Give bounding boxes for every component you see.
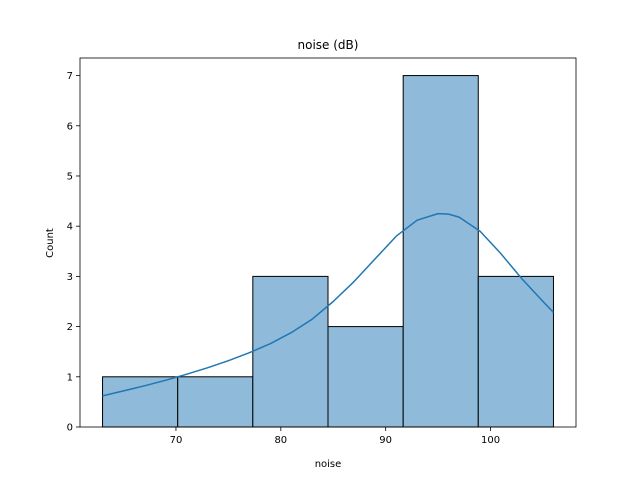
histogram-bar-6 bbox=[477, 275, 554, 428]
x-tick-label-80: 80 bbox=[274, 435, 287, 446]
y-tick-label-4: 4 bbox=[67, 222, 73, 233]
y-tick-label-5: 5 bbox=[67, 171, 73, 182]
x-tick-label-100: 100 bbox=[481, 435, 500, 446]
kde-layer bbox=[102, 212, 555, 397]
histogram-bar-2 bbox=[177, 376, 254, 428]
y-axis-label: Count bbox=[45, 228, 56, 258]
y-tick-label-6: 6 bbox=[67, 121, 73, 132]
y-tick-label-7: 7 bbox=[67, 71, 73, 82]
y-tick-label-2: 2 bbox=[67, 322, 73, 333]
y-tick-label-0: 0 bbox=[67, 423, 73, 434]
tick-marks: 70 80 90 100 0 1 2 3 4 5 6 7 bbox=[67, 71, 500, 446]
histogram-bars bbox=[102, 75, 554, 428]
histogram-bar-1 bbox=[102, 376, 179, 428]
chart-title: noise (dB) bbox=[298, 38, 359, 52]
y-tick-label-1: 1 bbox=[67, 372, 73, 383]
histogram-bar-5 bbox=[402, 75, 479, 428]
x-axis-label: noise bbox=[315, 459, 342, 470]
histogram-bar-4 bbox=[327, 326, 404, 428]
y-tick-label-3: 3 bbox=[67, 272, 73, 283]
plot-frame bbox=[79, 57, 577, 428]
x-tick-label-70: 70 bbox=[170, 435, 183, 446]
x-tick-label-90: 90 bbox=[379, 435, 392, 446]
kde-curve bbox=[102, 212, 555, 397]
axes bbox=[79, 57, 577, 428]
histogram-bar-3 bbox=[252, 275, 329, 428]
